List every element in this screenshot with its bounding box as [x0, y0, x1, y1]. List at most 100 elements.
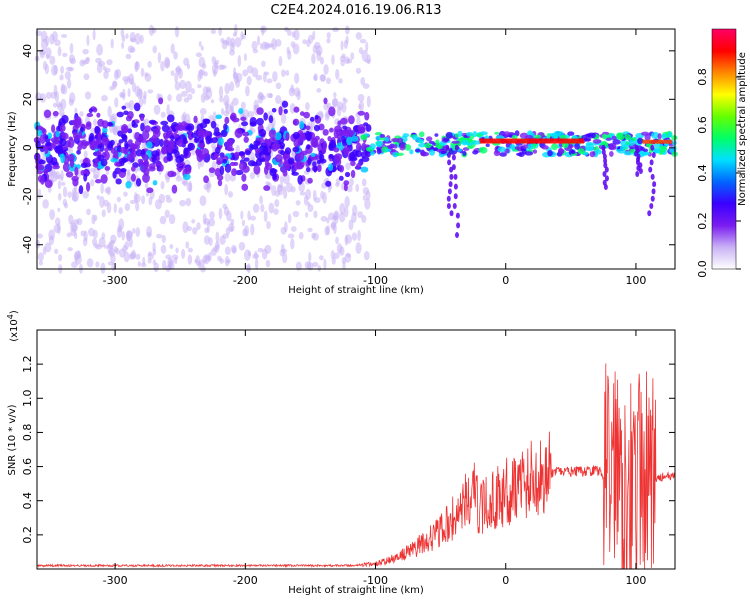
spectrogram-cell [237, 55, 242, 67]
spectrogram-cell [322, 128, 329, 136]
spectrogram-cell [90, 144, 96, 151]
spectrogram-cell [198, 56, 206, 68]
spectrogram-cell [445, 131, 453, 139]
spectrogram-cell [624, 134, 632, 140]
spectrogram-cell [126, 153, 132, 161]
spectrogram-cell [57, 192, 62, 201]
spectrogram-cell [226, 210, 232, 222]
spectrogram-cell [129, 77, 134, 85]
spectrogram-cell [123, 110, 129, 116]
spectrogram-cell [494, 131, 500, 135]
spectrogram-cell [175, 155, 184, 164]
spectrogram-cell [287, 213, 292, 224]
spectrogram-cell [462, 150, 467, 156]
spectrogram-cell [284, 147, 292, 155]
spectrogram-cell [333, 91, 337, 98]
spectrogram-cell [45, 54, 50, 60]
spectrogram-cell [69, 57, 76, 65]
spectrogram-cell [291, 171, 299, 176]
spectrogram-cell [224, 183, 229, 196]
spectrogram-cell [166, 104, 170, 116]
spectrogram-cell [355, 67, 362, 74]
spectrogram-cell [142, 154, 149, 162]
spectrogram-cell [104, 67, 111, 73]
spectrogram-cell [135, 149, 143, 157]
x-tick-label: -100 [363, 274, 388, 287]
spectrogram-cell [113, 203, 117, 214]
spectrogram-cell [152, 128, 161, 138]
spectrogram-cell [331, 215, 338, 221]
spectrogram-cell [251, 40, 258, 51]
spectrogram-cell [179, 199, 186, 207]
spectrogram-cell [229, 161, 236, 167]
spectrogram-cell [93, 162, 99, 168]
spectrogram-cell [78, 185, 84, 195]
spectrogram-cell [224, 82, 230, 95]
y-tick-label: 0 [21, 144, 34, 151]
spectrogram-cell [65, 171, 74, 178]
spectrogram-cell [449, 173, 454, 180]
spectrogram-cell [142, 173, 150, 183]
spectrogram-cell [82, 190, 90, 199]
spectrogram-cell [336, 105, 342, 117]
spectrogram-cell [338, 78, 343, 84]
spectrogram-cell [142, 95, 147, 105]
spectrogram-cell [278, 55, 283, 67]
spectrogram-cell [199, 122, 208, 129]
spectrogram-cell [265, 43, 272, 49]
spectrogram-cell [244, 149, 251, 156]
spectrogram-cell [157, 52, 162, 64]
spectrogram-cell [318, 150, 323, 161]
spectrogram-cell [185, 80, 192, 93]
spectrogram-cell [160, 148, 167, 155]
spectrogram-cell [574, 143, 581, 150]
spectrogram-cell [253, 164, 261, 175]
spectrogram-cell [273, 208, 279, 215]
spectrogram-cell [174, 26, 180, 38]
spectrogram-cell [164, 58, 170, 68]
spectrogram-cell [249, 116, 257, 126]
spectrogram-cell [305, 212, 309, 218]
spectrogram-cell [305, 125, 311, 131]
spectrogram-cell [97, 154, 105, 161]
spectrogram-cell [284, 221, 288, 233]
spectrogram-cell [112, 170, 117, 179]
spectrogram-cell [163, 139, 170, 146]
spectrogram-cell [602, 170, 607, 177]
spectrogram-cell [323, 258, 327, 270]
spectrogram-cell [82, 48, 89, 55]
spectrogram-cell [60, 83, 66, 94]
spectrogram-cell [220, 129, 228, 138]
spectrogram-cell [216, 157, 224, 165]
spectrogram-cell [345, 234, 353, 244]
spectrogram-cell [119, 248, 126, 258]
spectrogram-cell [348, 219, 354, 231]
spectrogram-cell [101, 209, 106, 218]
spectrogram-cell [620, 140, 629, 147]
spectrogram-cell [212, 111, 217, 123]
spectrogram-cell [151, 150, 160, 157]
spectrogram-cell [358, 100, 365, 112]
spectrogram-cell [62, 186, 68, 198]
spectrogram-cell [257, 91, 264, 104]
spectrogram-cell [210, 29, 217, 35]
spectrogram-cell [124, 102, 131, 109]
spectrogram-cell [323, 97, 328, 105]
spectrogram-cell [313, 124, 321, 132]
spectrogram-cell [106, 202, 112, 214]
spectrogram-cell [252, 253, 260, 259]
spectrogram-cell [55, 144, 64, 154]
spectrogram-cell [230, 37, 236, 48]
spectrogram-cell [257, 35, 261, 46]
spectrogram-cell [112, 126, 119, 136]
spectrogram-cell [36, 129, 43, 137]
colorbar-tick-label: 0.4 [696, 164, 709, 182]
spectrogram-cell [609, 151, 614, 157]
spectrogram-cell [229, 101, 234, 113]
spectrogram-cell [91, 214, 96, 225]
spectrogram-cell [147, 253, 154, 260]
spectrogram-cell [275, 82, 282, 90]
spectrogram-cell [472, 150, 479, 155]
spectrogram-cell [451, 154, 456, 161]
